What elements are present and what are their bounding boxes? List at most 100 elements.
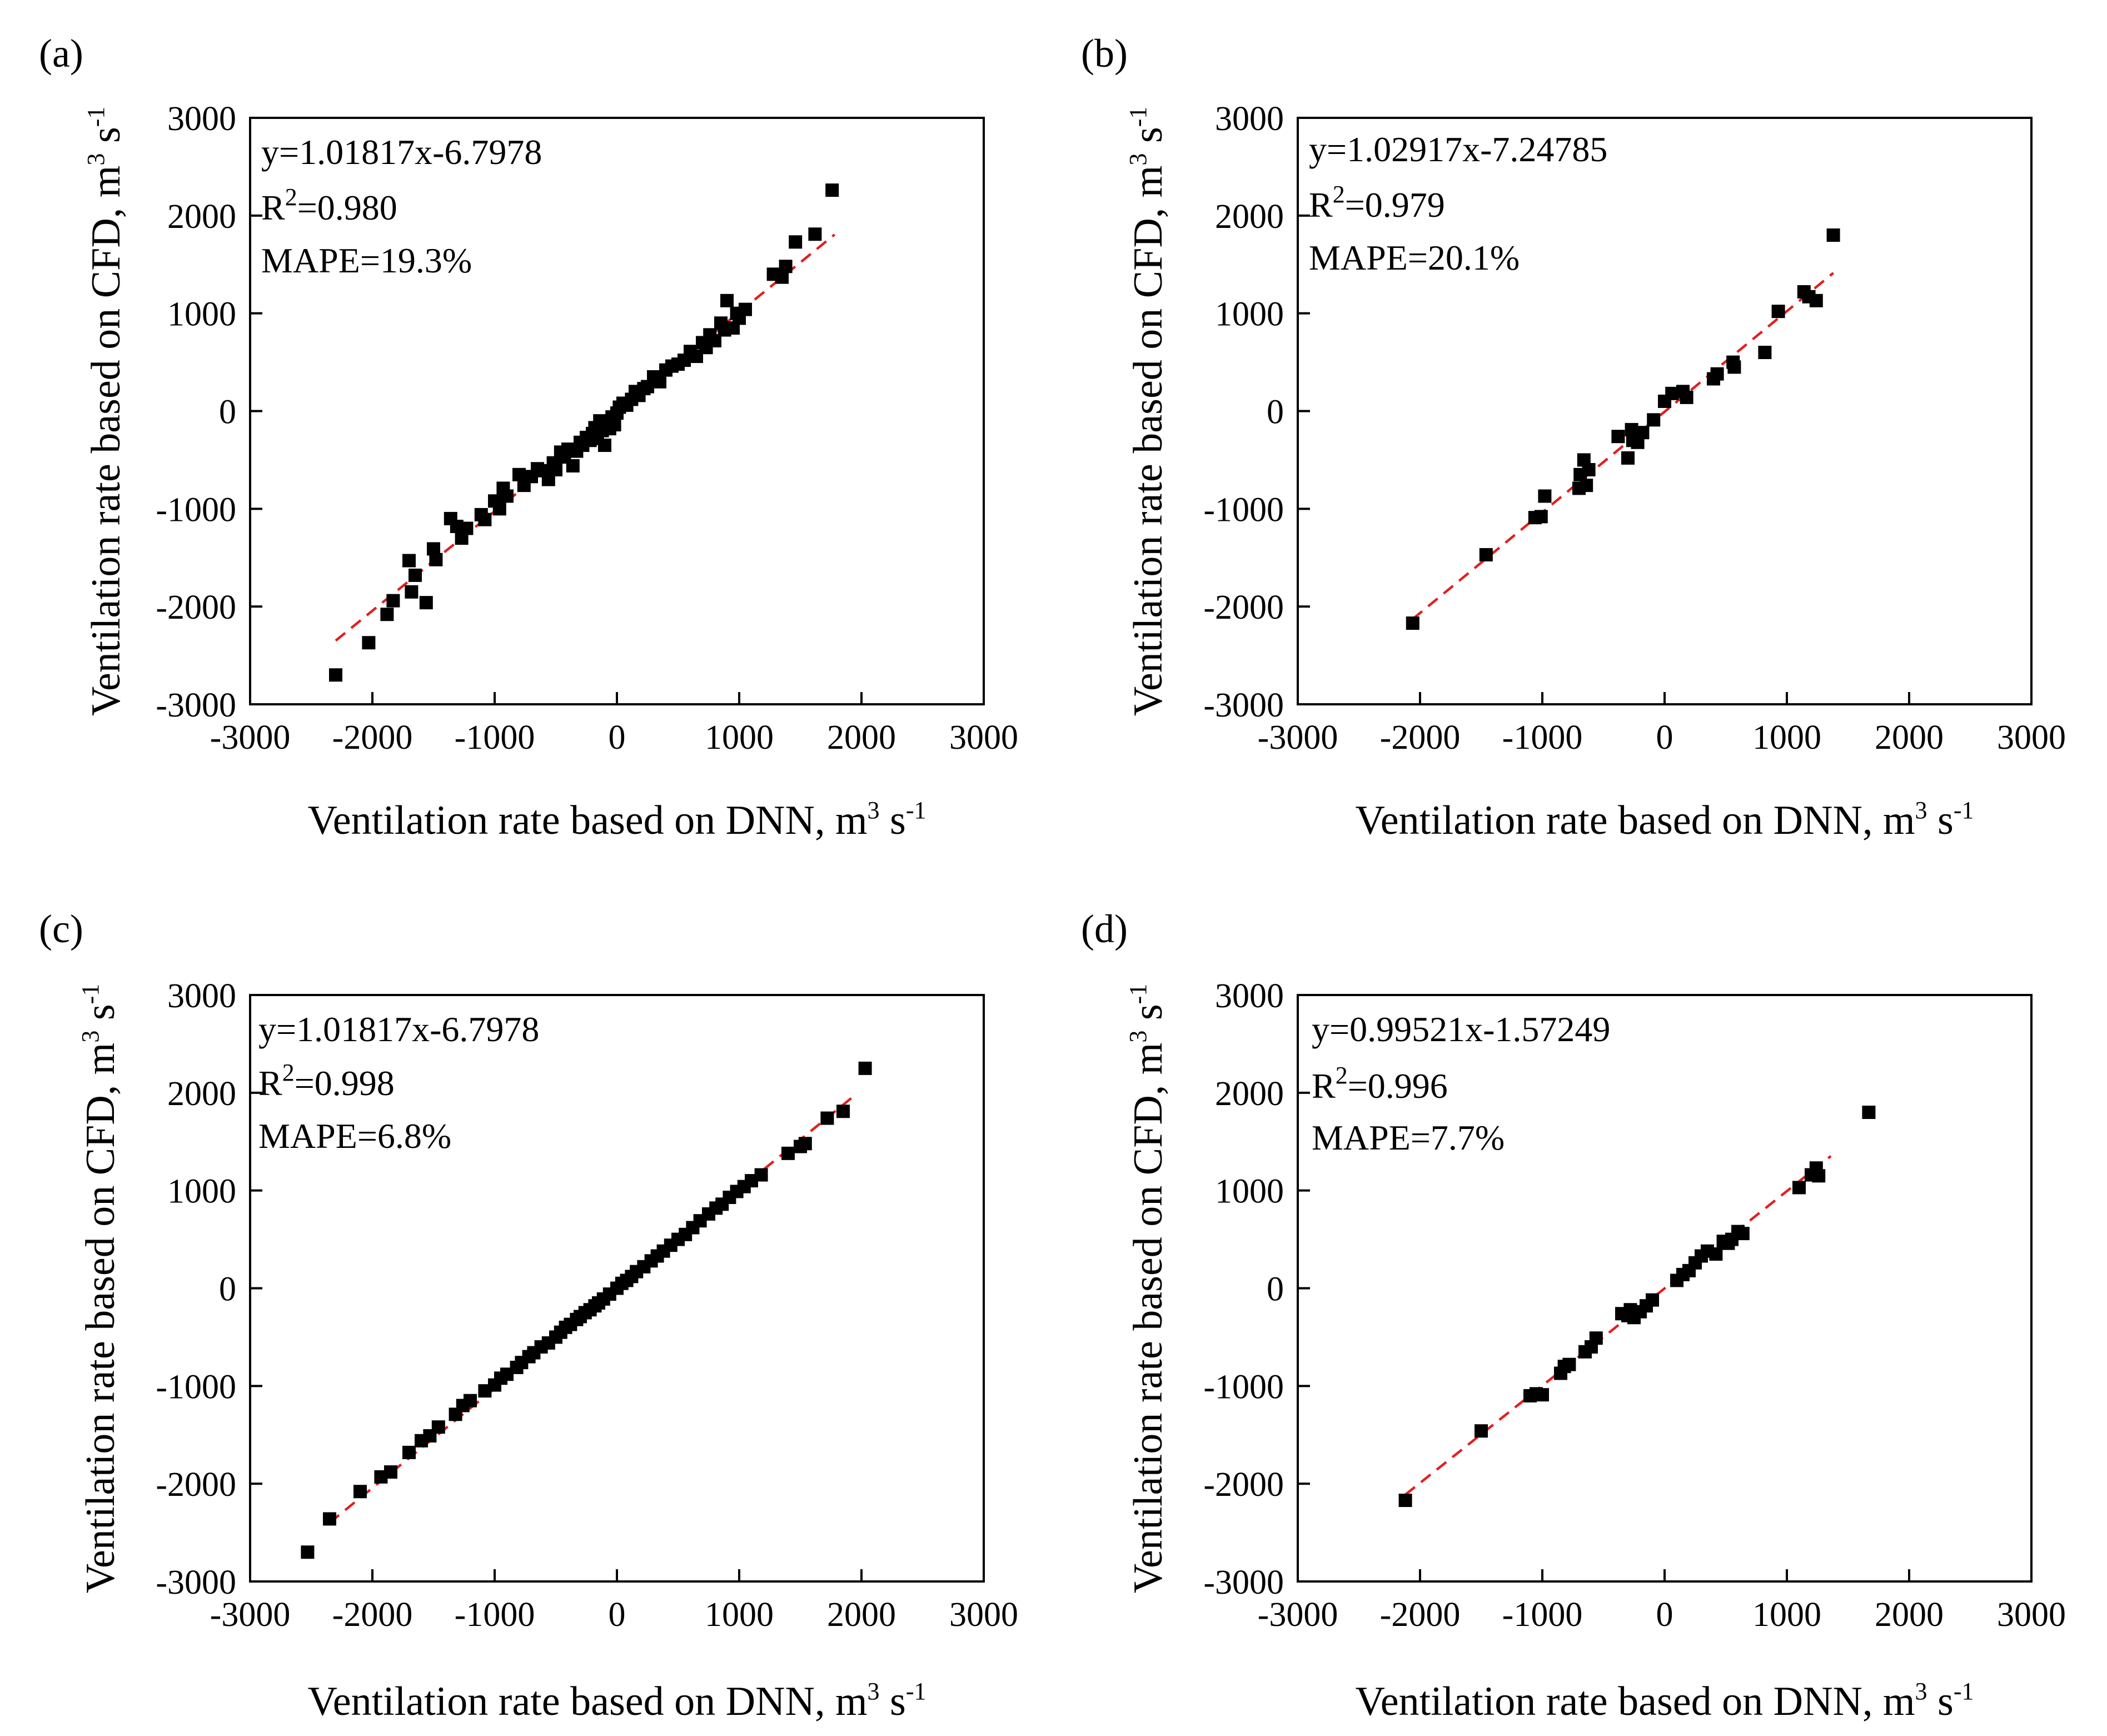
x-tick-label: 1000	[705, 1596, 774, 1634]
x-tick-label: -2000	[332, 719, 413, 757]
data-point	[1475, 1424, 1488, 1438]
y-tick-label: 1000	[167, 296, 236, 334]
x-tick-label: -3000	[210, 719, 291, 757]
x-tick-label: -3000	[210, 1596, 291, 1634]
data-point	[598, 439, 611, 452]
mape: MAPE=6.8%	[258, 1116, 451, 1156]
y-tick-label: 1000	[167, 1173, 236, 1211]
panel-label: (c)	[39, 907, 83, 951]
r2-value: =0.980	[297, 188, 397, 227]
data-point	[1771, 305, 1785, 319]
x-tick-label: 0	[609, 719, 626, 757]
x-tick-label: 2000	[1875, 719, 1944, 757]
fit-line	[1412, 272, 1835, 620]
x-axis-title: Ventilation rate based on DNN, m3 s-1	[1356, 1678, 1974, 1724]
data-point	[362, 636, 376, 650]
y-tick-label: -1000	[156, 491, 236, 529]
data-point	[353, 1485, 367, 1499]
fit-equation: y=0.99521x-1.57249	[1312, 1009, 1610, 1049]
x-tick-label: 2000	[827, 719, 896, 757]
y-tick-label: 1000	[1215, 296, 1284, 334]
panel-label: (d)	[1081, 907, 1128, 951]
data-point	[1562, 1357, 1576, 1371]
y-tick-label: -1000	[156, 1368, 236, 1406]
data-point	[858, 1061, 872, 1075]
x-tick-label: 0	[1656, 1596, 1673, 1634]
y-tick-label: -1000	[1203, 1368, 1284, 1406]
data-point	[500, 489, 514, 503]
panel-d: (d) y=0.99521x-1.57249 R2=0.996 MAPE=7.7…	[1081, 907, 2066, 1724]
data-point	[301, 1545, 315, 1559]
data-point	[779, 260, 793, 273]
x-axis-title: Ventilation rate based on DNN, m3 s-1	[308, 797, 927, 843]
x-tick-label: 2000	[1875, 1596, 1944, 1634]
data-point	[1727, 360, 1741, 374]
data-point	[1792, 1181, 1806, 1195]
y-tick-label: 2000	[1215, 198, 1284, 236]
data-point	[409, 568, 422, 582]
r2-superscript: 2	[282, 1059, 295, 1086]
data-point	[1736, 1227, 1750, 1241]
data-point	[380, 608, 394, 621]
r2-value: =0.996	[1348, 1066, 1448, 1106]
y-tick-label: -3000	[1203, 687, 1284, 724]
x-tick-label: -1000	[455, 1596, 535, 1634]
r-squared: R2=0.998	[258, 1059, 395, 1103]
y-tick-label: -2000	[156, 589, 236, 626]
r2-superscript: 2	[1333, 181, 1345, 208]
fit-line	[328, 1093, 856, 1524]
y-tick-label: -3000	[1203, 1564, 1284, 1601]
y-tick-label: 0	[1267, 1271, 1284, 1309]
x-tick-label: -2000	[1380, 1596, 1461, 1634]
x-tick-label: 3000	[949, 1596, 1018, 1634]
x-tick-label: -2000	[1380, 719, 1461, 757]
y-tick-label: 3000	[1215, 977, 1284, 1015]
r2-prefix: R	[261, 188, 285, 227]
y-tick-label: 3000	[167, 100, 236, 138]
y-tick-label: -2000	[1203, 589, 1284, 626]
y-tick-label: 1000	[1215, 1173, 1284, 1211]
x-tick-label: 0	[1656, 719, 1673, 757]
r-squared: R2=0.979	[1309, 181, 1445, 225]
r2-prefix: R	[1309, 185, 1333, 225]
data-point	[386, 594, 400, 608]
data-point	[402, 1445, 416, 1459]
data-point	[1589, 1331, 1603, 1345]
data-point	[429, 553, 443, 566]
data-point	[1862, 1106, 1876, 1119]
data-point	[405, 585, 419, 599]
data-point	[431, 1420, 445, 1434]
data-point	[384, 1465, 397, 1479]
y-axis-title: Ventilation rate based on CFD, m3 s-1	[82, 107, 129, 717]
y-tick-label: 3000	[1215, 100, 1284, 138]
data-point	[653, 375, 666, 389]
r2-superscript: 2	[285, 183, 297, 211]
x-tick-label: 1000	[1752, 1596, 1821, 1634]
data-point	[1534, 510, 1548, 524]
x-axis-title: Ventilation rate based on DNN, m3 s-1	[1356, 797, 1974, 843]
y-tick-label: -3000	[156, 687, 236, 724]
y-tick-label: -3000	[156, 1564, 236, 1601]
mape: MAPE=19.3%	[261, 241, 472, 280]
mape: MAPE=20.1%	[1309, 238, 1520, 277]
data-point	[323, 1512, 336, 1526]
x-tick-label: 3000	[1997, 1596, 2066, 1634]
data-point	[1680, 390, 1693, 404]
panel-c: (c) y=1.01817x-6.7978 R2=0.998 MAPE=6.8%…	[39, 907, 1018, 1724]
data-point	[566, 459, 580, 472]
r-squared: R2=0.980	[261, 183, 397, 227]
y-tick-label: -2000	[1203, 1466, 1284, 1504]
x-tick-label: 3000	[949, 719, 1018, 757]
data-point	[329, 668, 342, 682]
x-tick-label: -1000	[455, 719, 535, 757]
data-point	[1646, 1293, 1659, 1307]
y-tick-label: 0	[219, 1271, 236, 1309]
data-point	[1479, 548, 1493, 561]
data-point	[754, 1168, 768, 1182]
x-tick-label: -3000	[1258, 1596, 1338, 1634]
data-point	[1536, 1388, 1549, 1402]
data-point	[739, 302, 752, 316]
data-point	[1710, 367, 1724, 381]
y-axis-title: Ventilation rate based on CFD, m3 s-1	[77, 984, 123, 1594]
